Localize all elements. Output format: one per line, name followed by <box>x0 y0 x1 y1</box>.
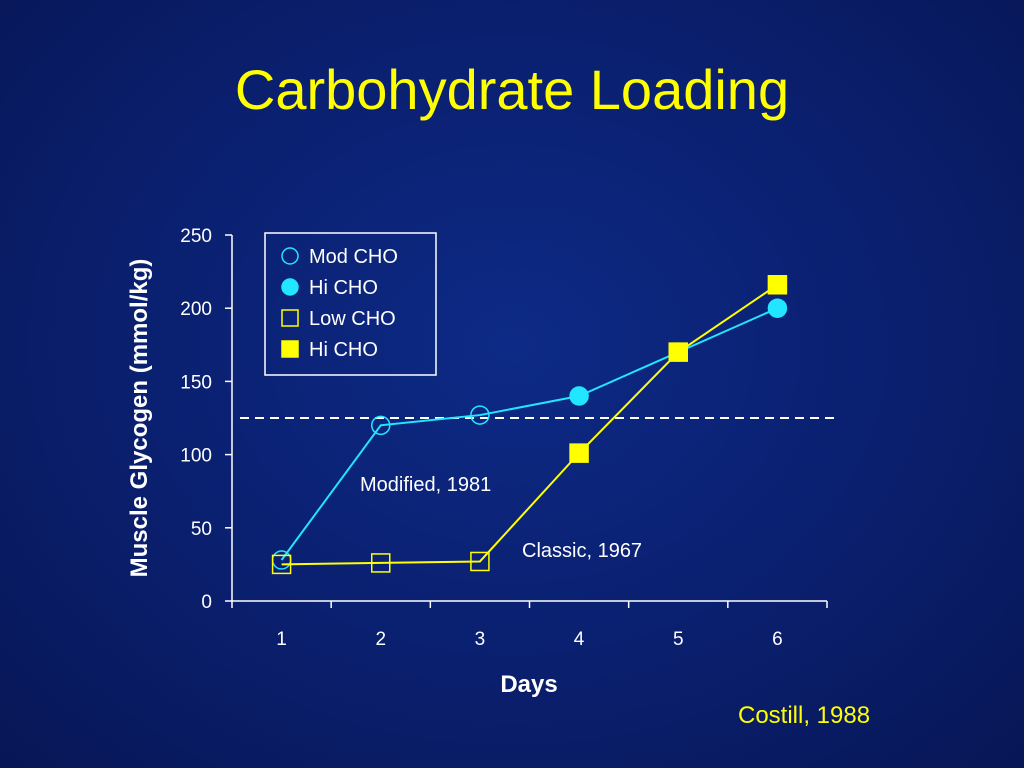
data-point <box>371 553 391 573</box>
data-point <box>569 386 589 406</box>
legend-label: Low CHO <box>309 308 396 330</box>
slide-title: Carbohydrate Loading <box>234 58 790 121</box>
x-tick-label: 2 <box>375 629 386 650</box>
legend-label: Mod CHO <box>309 246 398 268</box>
y-axis-title: Muscle Glycogen (mmol/kg) <box>126 259 153 578</box>
y-tick-label: 0 <box>201 592 212 613</box>
data-point <box>271 554 292 575</box>
data-point <box>569 443 589 463</box>
data-point <box>371 415 391 436</box>
chart-axes: 0 50 100 150 200 250 1 2 3 4 5 6 <box>180 226 828 650</box>
annotation-classic: Classic, 1967 <box>522 540 642 562</box>
x-tick-label: 1 <box>276 629 287 650</box>
x-axis-title: Days <box>500 671 557 698</box>
data-point <box>470 551 490 572</box>
chart-labels: Modified, 1981 Classic, 1967 Days Muscle… <box>126 259 642 698</box>
data-point <box>767 298 788 318</box>
series-line <box>280 307 778 561</box>
y-tick-label: 50 <box>191 519 212 540</box>
x-tick-label: 6 <box>772 629 783 650</box>
legend-marker <box>281 340 299 358</box>
data-point <box>767 275 788 295</box>
legend-label: Hi CHO <box>309 339 378 361</box>
legend-label: Hi CHO <box>309 277 378 299</box>
x-tick-label: 5 <box>673 629 684 650</box>
legend-marker <box>281 278 299 296</box>
y-tick-label: 200 <box>180 299 212 320</box>
chart-legend: Mod CHO Hi CHO Low CHO Hi CHO <box>264 232 437 376</box>
legend-marker <box>281 247 299 265</box>
y-tick-label: 150 <box>180 372 212 393</box>
y-tick-label: 100 <box>180 446 212 467</box>
legend-box <box>264 232 437 376</box>
y-tick-label: 250 <box>180 226 212 247</box>
series-line <box>281 283 778 566</box>
annotation-modified: Modified, 1981 <box>360 474 491 496</box>
data-point <box>668 342 688 362</box>
series-classic <box>271 275 788 575</box>
legend-marker <box>281 309 299 327</box>
series-group <box>271 275 788 575</box>
x-tick-label: 3 <box>475 629 486 650</box>
source-citation: Costill, 1988 <box>738 702 871 729</box>
x-tick-label: 4 <box>574 629 585 650</box>
data-point <box>470 405 490 425</box>
